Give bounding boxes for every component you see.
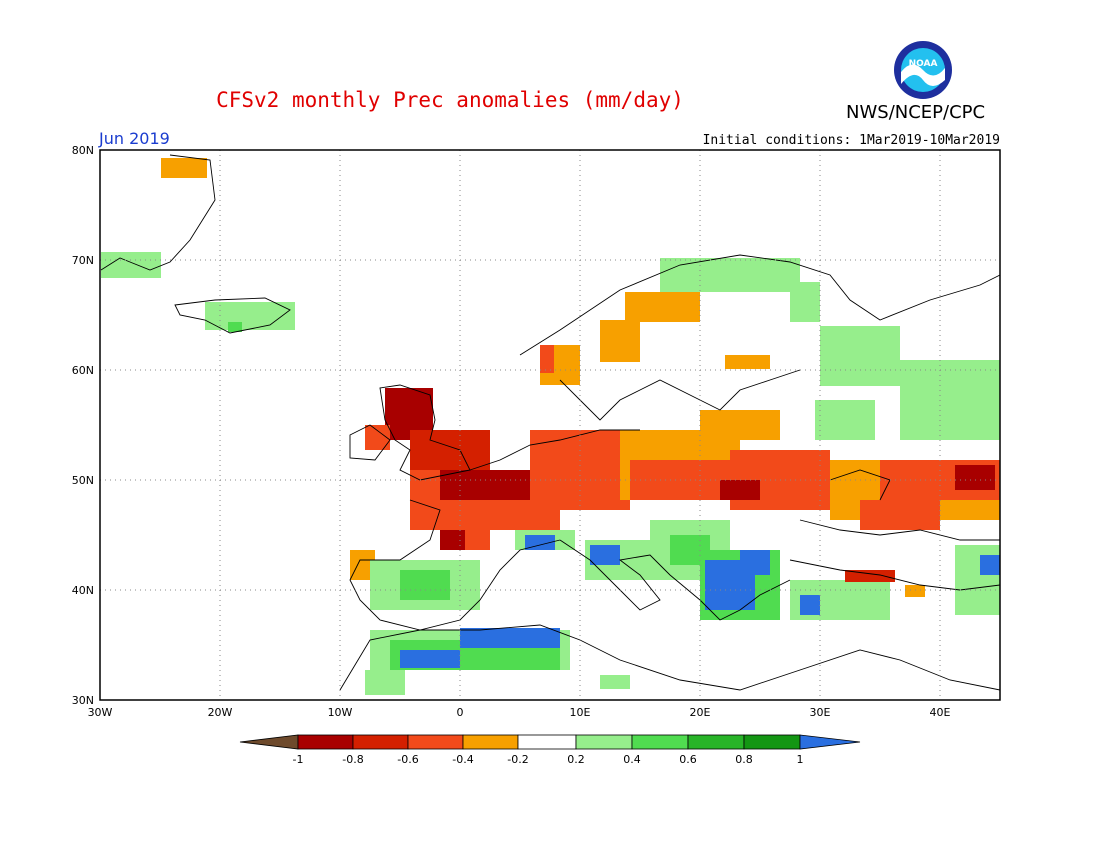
y-tick-label: 30N (72, 694, 94, 707)
x-tick-label: 10W (328, 706, 353, 719)
legend-arrow-high (799, 734, 861, 750)
x-axis: 30W 20W 10W 0 10E 20E 30E 40E (88, 706, 951, 719)
x-tick-label: 20E (690, 706, 711, 719)
y-tick-label: 60N (72, 364, 94, 377)
logo-text: NOAA (909, 59, 938, 69)
chart-title: CFSv2 monthly Prec anomalies (mm/day) (216, 88, 684, 112)
anomaly-patches (101, 158, 1000, 695)
y-tick-label: 50N (72, 474, 94, 487)
x-tick-label: 0 (457, 706, 464, 719)
legend-label: -0.4 (452, 753, 473, 766)
map-frame (99, 149, 1001, 701)
agency-label: NWS/NCEP/CPC (846, 102, 986, 123)
x-tick-label: 30W (88, 706, 113, 719)
legend-swatch (743, 734, 801, 750)
legend-swatch (297, 734, 354, 750)
legend-arrow-low (239, 734, 299, 750)
x-tick-label: 10E (570, 706, 591, 719)
legend-swatch (631, 734, 689, 750)
legend-labels: -1 -0.8 -0.6 -0.4 -0.2 0.2 0.4 0.6 0.8 1 (293, 753, 804, 766)
legend-label: -0.2 (507, 753, 528, 766)
legend-label: -0.8 (342, 753, 363, 766)
legend-swatch (352, 734, 409, 750)
legend-label: -0.6 (397, 753, 418, 766)
noaa-logo-icon: NOAA (892, 40, 954, 104)
legend-label: 0.8 (735, 753, 753, 766)
y-tick-label: 70N (72, 254, 94, 267)
legend-swatch (462, 734, 519, 750)
gridlines (100, 150, 1000, 700)
legend-swatch (407, 734, 464, 750)
y-tick-label: 80N (72, 144, 94, 157)
y-tick-label: 40N (72, 584, 94, 597)
legend-swatch (687, 734, 745, 750)
legend-colorbar (239, 734, 861, 750)
forecast-month: Jun 2019 (99, 129, 170, 148)
y-axis: 80N 70N 60N 50N 40N 30N (72, 144, 94, 707)
legend-swatch (575, 734, 633, 750)
legend-label: 0.4 (623, 753, 641, 766)
legend-label: 0.6 (679, 753, 697, 766)
coastlines (100, 154, 1001, 691)
legend-swatch (517, 734, 577, 750)
x-tick-label: 40E (930, 706, 951, 719)
legend-label: 0.2 (567, 753, 585, 766)
initial-conditions: Initial conditions: 1Mar2019-10Mar2019 (702, 133, 1000, 148)
x-tick-label: 30E (810, 706, 831, 719)
x-tick-label: 20W (208, 706, 233, 719)
legend-label: 1 (797, 753, 804, 766)
legend-label: -1 (293, 753, 304, 766)
